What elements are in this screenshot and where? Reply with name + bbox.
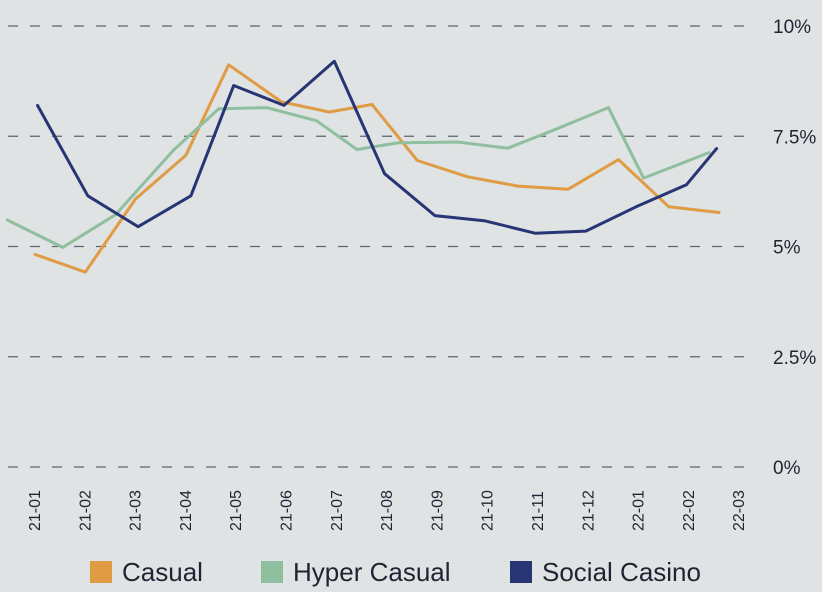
x-tick-label: 21-02	[77, 490, 94, 531]
legend-label-social-casino: Social Casino	[542, 557, 701, 587]
gridlines	[8, 25, 745, 468]
x-axis-ticks: 21-01 21-02 21-03 21-04 21-05 21-06 21-07 21-08…	[27, 490, 748, 531]
x-tick-label: 22-01	[631, 490, 648, 531]
legend-swatch-hyper-casual	[261, 561, 283, 583]
series-lines	[5, 59, 721, 274]
legend-label-casual: Casual	[122, 557, 203, 587]
y-tick-label: 2.5%	[773, 348, 816, 369]
y-tick-label: 0%	[773, 458, 801, 479]
legend-item-hyper-casual: Hyper Casual	[261, 554, 451, 590]
x-tick-label: 21-09	[429, 490, 446, 531]
legend-swatch-social-casino	[510, 561, 532, 583]
x-tick-label: 21-03	[128, 490, 145, 531]
x-tick-label: 21-01	[27, 490, 44, 531]
x-tick-label: 21-10	[480, 490, 497, 531]
legend-label-hyper-casual: Hyper Casual	[293, 557, 451, 587]
x-tick-label: 21-12	[580, 490, 597, 531]
y-tick-label: 5%	[773, 238, 801, 259]
x-tick-label: 21-08	[379, 490, 396, 531]
series-line-social-casino	[36, 59, 719, 235]
x-tick-label: 21-05	[228, 490, 245, 531]
x-tick-label: 22-03	[731, 490, 748, 531]
y-tick-label: 10%	[773, 17, 811, 38]
y-tick-label: 7.5%	[773, 127, 816, 148]
series-line-casual	[33, 63, 721, 274]
x-tick-label: 22-02	[681, 490, 698, 531]
x-tick-label: 21-06	[279, 490, 296, 531]
x-tick-label: 21-11	[530, 491, 547, 531]
y-axis-ticks: 0% 2.5% 5% 7.5% 10%	[773, 17, 816, 479]
x-tick-label: 21-04	[178, 490, 195, 531]
legend-swatch-casual	[90, 561, 112, 583]
series-line-hyper-casual	[5, 106, 711, 249]
x-tick-label: 21-07	[329, 490, 346, 531]
legend: Casual Hyper Casual Social Casino	[0, 554, 822, 590]
legend-item-casual: Casual	[90, 554, 203, 590]
legend-item-social-casino: Social Casino	[510, 554, 701, 590]
line-chart: 0%2.5%5%7.5%10% 21-01 21-02 21-03 21-04 21-0…	[5, 17, 816, 531]
